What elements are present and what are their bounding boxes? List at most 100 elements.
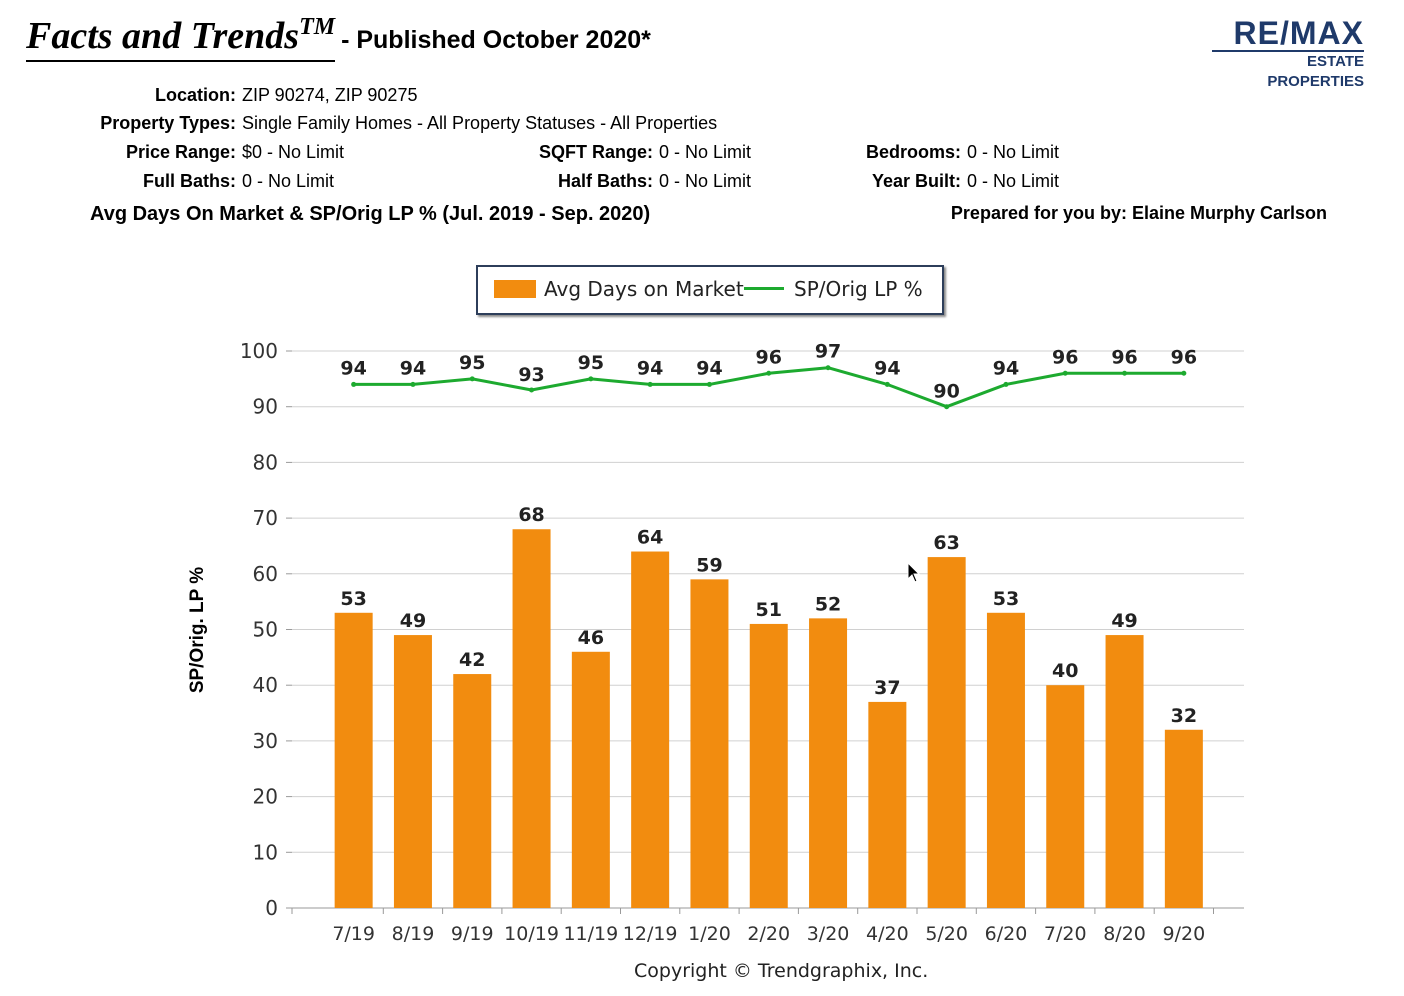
- line-point: [1122, 370, 1128, 376]
- bar: [1046, 685, 1085, 908]
- y-tick-label: 90: [253, 395, 278, 419]
- bedrooms-value: 0 - No Limit: [967, 142, 1060, 162]
- line-data-label: 94: [696, 357, 722, 379]
- line-data-label: 94: [340, 357, 366, 379]
- remax-logo: RE/MAX ESTATE PROPERTIES: [1212, 16, 1364, 92]
- logo-subtitle: ESTATE PROPERTIES: [1212, 50, 1364, 92]
- year-built-value: 0 - No Limit: [967, 171, 1060, 191]
- x-tick-label: 9/19: [451, 923, 494, 945]
- line-data-label: 93: [518, 364, 544, 386]
- line-point: [825, 365, 831, 371]
- bar-data-label: 68: [518, 504, 544, 526]
- y-tick-label: 100: [240, 339, 278, 363]
- bar-data-label: 52: [815, 593, 841, 615]
- y-tick-label: 0: [265, 896, 278, 920]
- line-data-label: 96: [1111, 346, 1137, 368]
- sqft-range-label: SQFT Range:: [538, 142, 653, 162]
- year-built-field: Year Built: 0 - No Limit: [830, 171, 1059, 192]
- y-axis-label: SP/Orig. LP %: [187, 566, 208, 694]
- location-value: ZIP 90274, ZIP 90275: [242, 85, 418, 105]
- line-data-label: 90: [933, 381, 959, 403]
- bar-data-label: 59: [696, 554, 722, 576]
- line-data-label: 97: [815, 341, 841, 363]
- line-point: [1181, 370, 1187, 376]
- y-tick-label: 20: [253, 785, 278, 809]
- legend-label-days: Avg Days on Market: [544, 277, 744, 301]
- line-data-label: 94: [993, 357, 1019, 379]
- bar-data-label: 49: [1111, 610, 1137, 632]
- bar: [986, 612, 1025, 908]
- line-data-label: 95: [578, 352, 604, 374]
- line-point: [766, 370, 772, 376]
- half-baths-field: Half Baths: 0 - No Limit: [500, 171, 751, 192]
- line-data-label: 94: [400, 357, 426, 379]
- full-baths-value: 0 - No Limit: [242, 171, 335, 191]
- bar-data-label: 63: [933, 532, 959, 554]
- line-point: [647, 381, 653, 387]
- property-types-field: Property Types: Single Family Homes - All…: [90, 113, 717, 134]
- x-tick-label: 10/19: [504, 923, 559, 945]
- bar: [1164, 729, 1203, 908]
- line-point: [410, 381, 416, 387]
- x-tick-label: 11/19: [563, 923, 618, 945]
- bar-data-label: 53: [340, 588, 366, 610]
- legend-label-sp: SP/Orig LP %: [794, 277, 923, 301]
- line-data-label: 94: [874, 357, 900, 379]
- y-tick-label: 10: [253, 840, 278, 864]
- bar-data-label: 46: [578, 627, 604, 649]
- line-data-label: 94: [637, 357, 663, 379]
- x-tick-label: 12/19: [623, 923, 678, 945]
- location-field: Location: ZIP 90274, ZIP 90275: [90, 85, 417, 106]
- full-baths-label: Full Baths:: [143, 171, 236, 191]
- line-point: [469, 376, 475, 382]
- legend-swatch-days: [494, 280, 536, 298]
- x-tick-label: 8/19: [392, 923, 435, 945]
- y-tick-label: 30: [253, 729, 278, 753]
- x-tick-label: 2/20: [747, 923, 790, 945]
- bar: [690, 579, 729, 908]
- y-tick-label: 50: [253, 618, 278, 642]
- bar: [809, 618, 848, 908]
- x-tick-label: 8/20: [1103, 923, 1146, 945]
- bar: [334, 612, 373, 908]
- bar: [749, 623, 788, 908]
- bar: [868, 701, 907, 908]
- line-point: [588, 376, 594, 382]
- bar-data-label: 40: [1052, 660, 1078, 682]
- bar: [393, 635, 432, 908]
- half-baths-label: Half Baths:: [557, 171, 653, 191]
- line-data-label: 96: [756, 346, 782, 368]
- published-date: - Published October 2020*: [341, 26, 651, 54]
- price-range-label: Price Range:: [125, 142, 236, 162]
- line-point: [351, 381, 357, 387]
- full-baths-field: Full Baths: 0 - No Limit: [90, 171, 334, 192]
- half-baths-value: 0 - No Limit: [659, 171, 752, 191]
- line-point: [944, 404, 950, 410]
- bar-data-label: 53: [993, 588, 1019, 610]
- x-tick-label: 7/20: [1044, 923, 1087, 945]
- line-data-label: 96: [1171, 346, 1197, 368]
- line-data-label: 96: [1052, 346, 1078, 368]
- property-types-label: Property Types:: [100, 113, 236, 133]
- bar-data-label: 51: [756, 599, 782, 621]
- bar: [631, 551, 670, 908]
- line-point: [706, 381, 712, 387]
- line-point: [1003, 381, 1009, 387]
- sqft-range-field: SQFT Range: 0 - No Limit: [500, 142, 751, 163]
- y-tick-label: 40: [253, 673, 278, 697]
- bar: [927, 557, 966, 908]
- price-range-value: $0 - No Limit: [242, 142, 345, 162]
- x-tick-label: 7/19: [332, 923, 375, 945]
- bar-data-label: 42: [459, 649, 485, 671]
- bar: [571, 651, 610, 908]
- x-tick-label: 1/20: [688, 923, 731, 945]
- price-range-field: Price Range: $0 - No Limit: [90, 142, 344, 163]
- copyright: Copyright © Trendgraphix, Inc.: [634, 960, 929, 982]
- bar-data-label: 37: [874, 677, 900, 699]
- bedrooms-field: Bedrooms: 0 - No Limit: [830, 142, 1059, 163]
- bedrooms-label: Bedrooms:: [865, 142, 961, 162]
- x-tick-label: 9/20: [1163, 923, 1206, 945]
- mouse-cursor-icon: [907, 562, 921, 583]
- prepared-by: Prepared for you by: Elaine Murphy Carls…: [950, 203, 1327, 223]
